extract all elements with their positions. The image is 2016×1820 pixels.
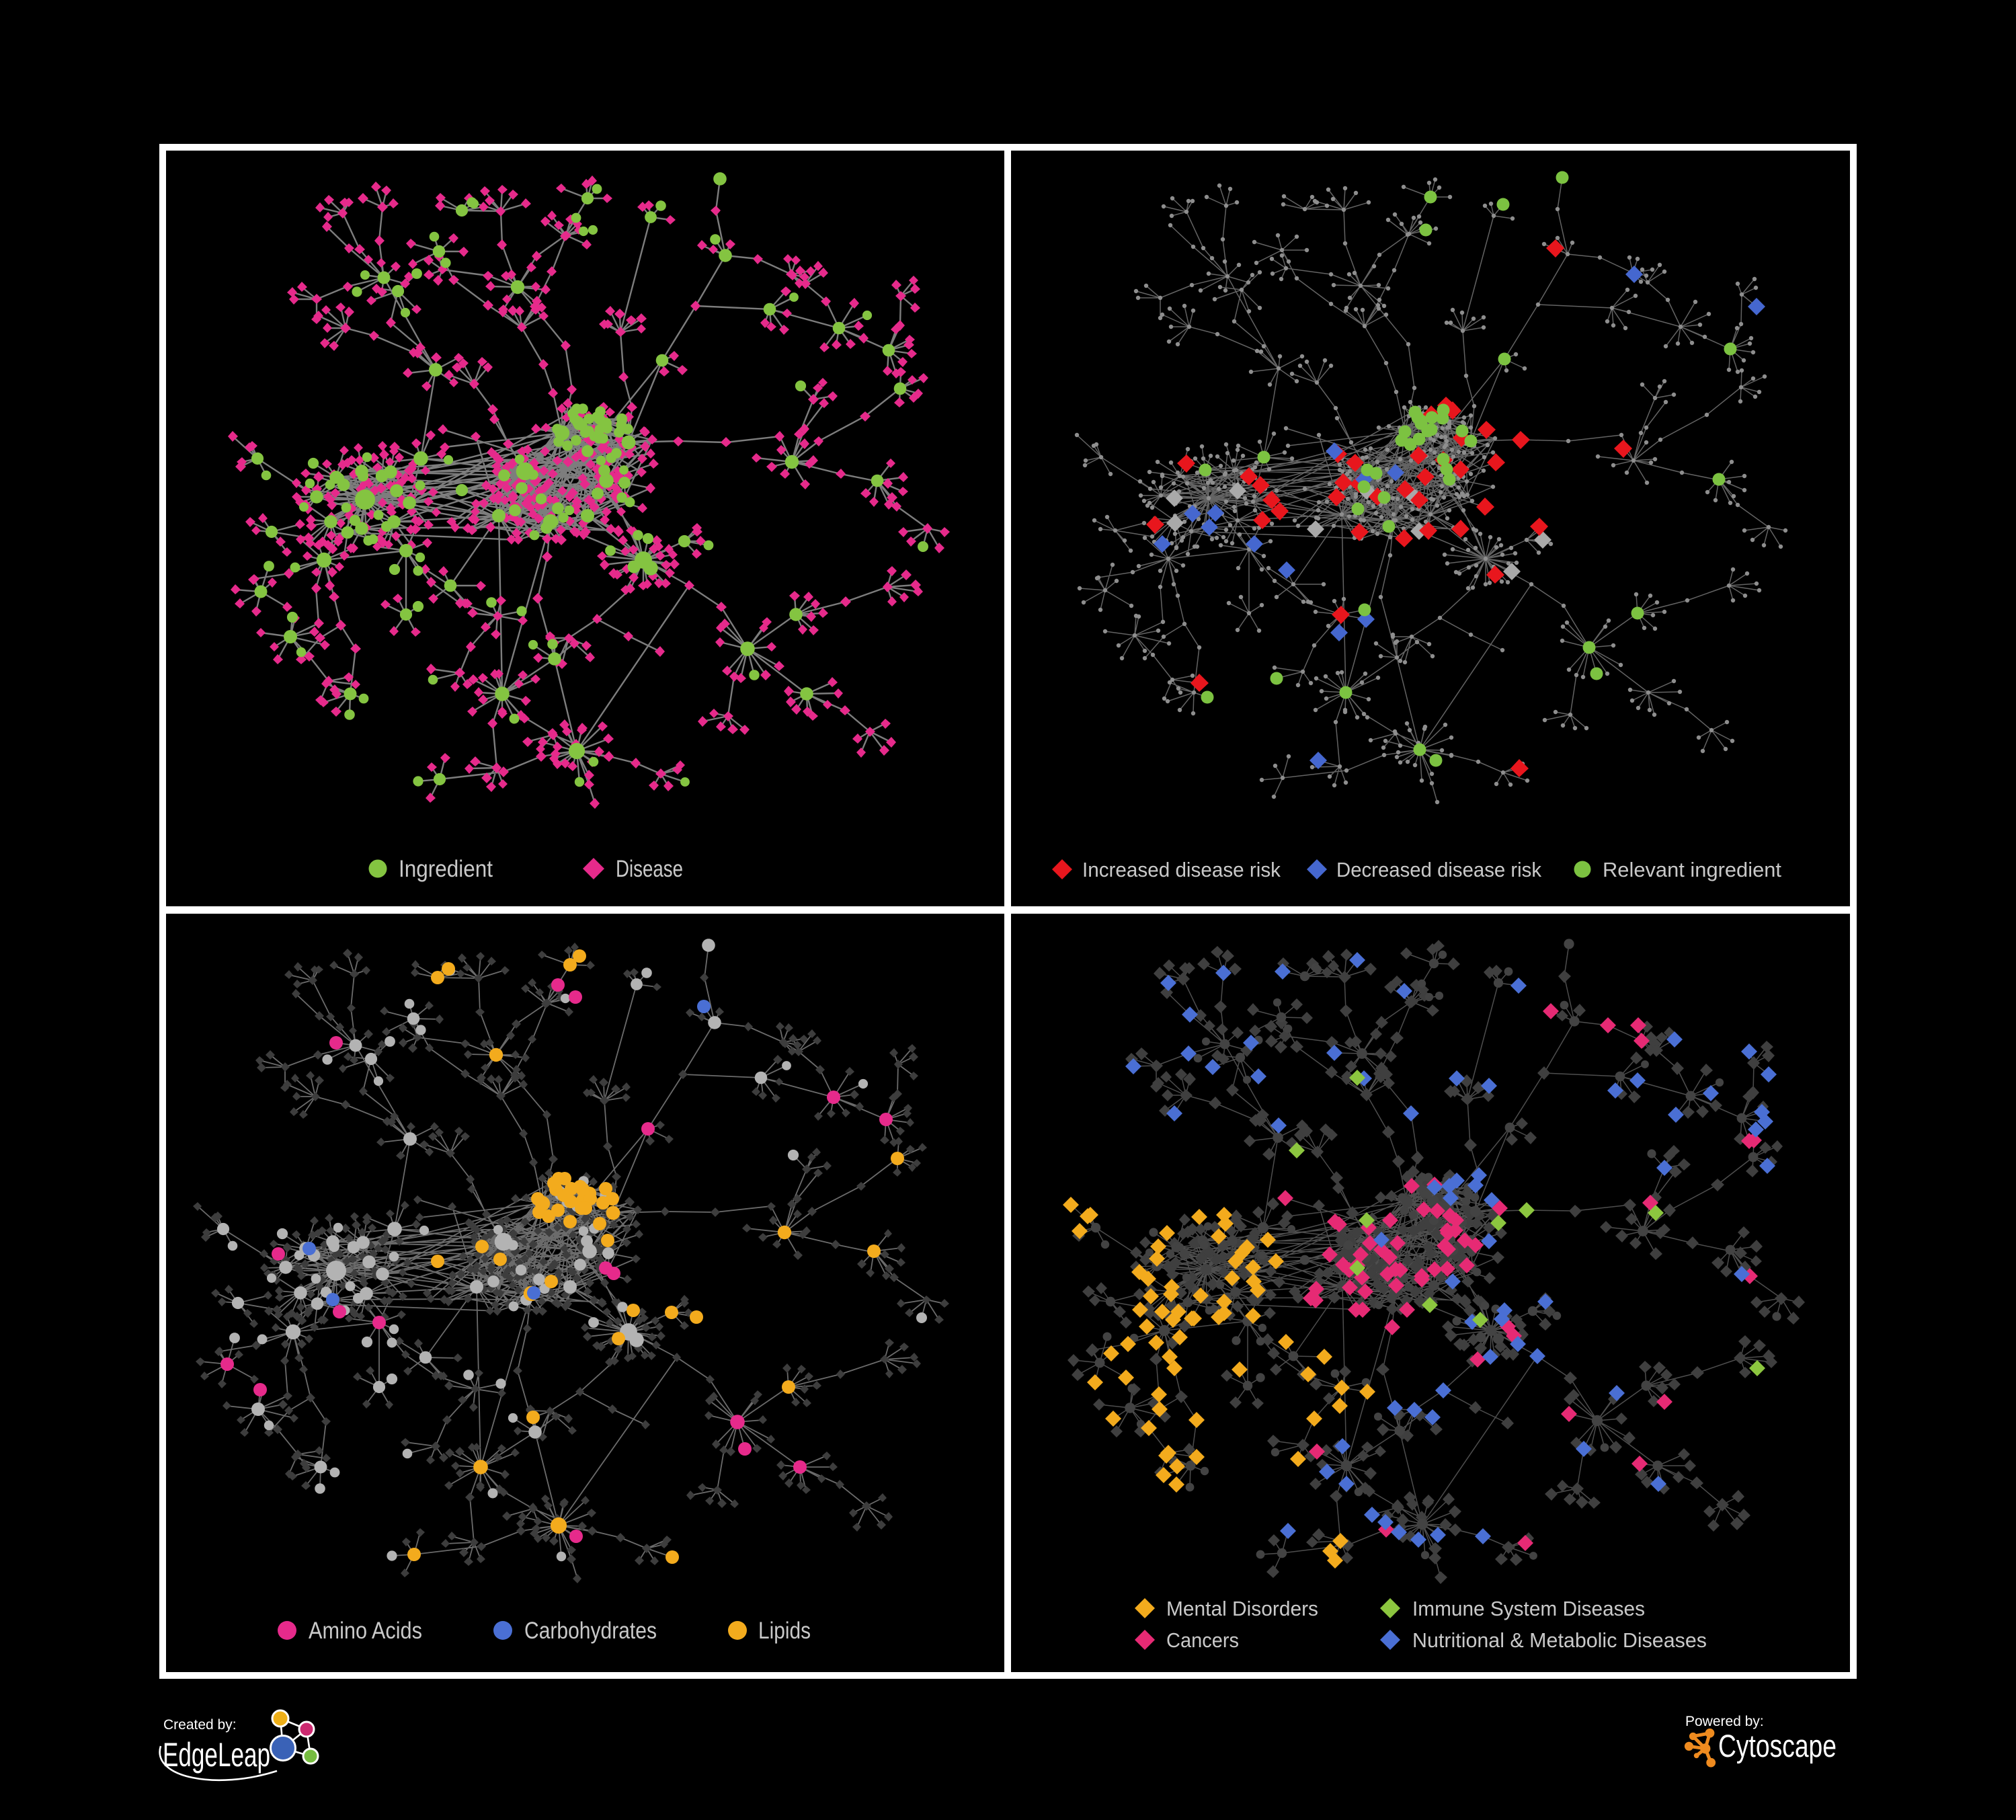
svg-text:Disease: Disease: [616, 856, 683, 882]
svg-text:EdgeLeap: EdgeLeap: [163, 1736, 270, 1774]
svg-text:Lipids: Lipids: [758, 1618, 811, 1644]
svg-text:Amino Acids: Amino Acids: [309, 1618, 422, 1644]
svg-text:Increased disease risk: Increased disease risk: [1082, 858, 1281, 881]
svg-text:Decreased disease risk: Decreased disease risk: [1336, 858, 1541, 881]
svg-text:Cytoscape: Cytoscape: [1718, 1728, 1837, 1764]
svg-text:Relevant ingredient: Relevant ingredient: [1603, 858, 1781, 881]
svg-text:Cancers: Cancers: [1166, 1628, 1239, 1652]
svg-text:Nutritional & Metabolic Diseas: Nutritional & Metabolic Diseases: [1412, 1628, 1707, 1652]
svg-text:Ingredient: Ingredient: [399, 856, 493, 882]
svg-text:Powered by:: Powered by:: [1685, 1714, 1764, 1729]
svg-text:Carbohydrates: Carbohydrates: [524, 1618, 657, 1644]
svg-text:Immune System Diseases: Immune System Diseases: [1412, 1597, 1645, 1620]
svg-text:Created by:: Created by:: [163, 1717, 237, 1733]
svg-text:Mental Disorders: Mental Disorders: [1166, 1597, 1318, 1620]
